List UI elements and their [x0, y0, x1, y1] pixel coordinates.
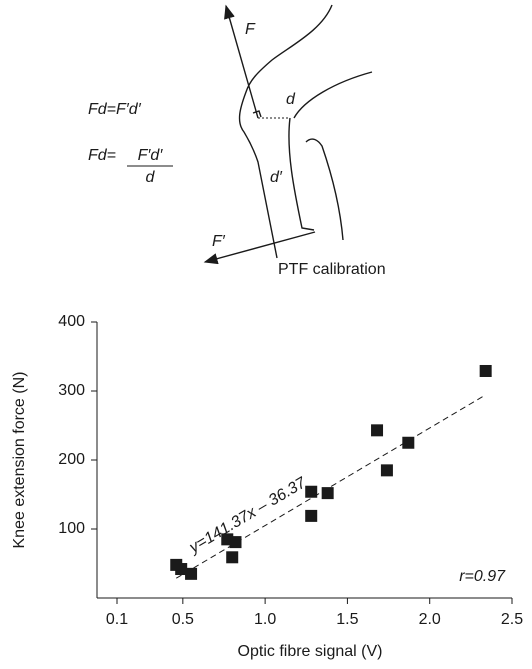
y-tick-label: 300	[58, 382, 85, 399]
x-tick-label: 2.5	[501, 611, 523, 628]
point	[479, 364, 492, 377]
caption: PTF calibration	[278, 261, 386, 278]
point	[321, 487, 334, 500]
point	[226, 551, 239, 564]
sensor-force-arrow	[203, 231, 316, 265]
shin-outline	[288, 117, 315, 231]
point	[371, 424, 384, 437]
annotation: r=0.97	[459, 568, 506, 585]
leg-outline	[238, 4, 333, 259]
y-tick-label: 400	[58, 313, 85, 330]
leg-diagram: F d d′ F′ PTF calibration Fd=F′d′ Fd= F′…	[88, 4, 386, 278]
force-arrow	[224, 4, 259, 119]
calf-outline	[305, 138, 344, 241]
equation-lhs: Fd=	[88, 147, 116, 164]
x-tick-label: 2.0	[419, 611, 441, 628]
point	[175, 563, 188, 576]
y-tick-label: 200	[58, 451, 85, 468]
x-tick-label: 0.5	[172, 611, 194, 628]
sensor-lever-label: d′	[270, 169, 283, 186]
lever-label: d	[286, 91, 296, 108]
sensor-force-label: F′	[212, 233, 226, 250]
fit-line	[175, 394, 486, 579]
equation: Fd=F′d′	[88, 101, 142, 118]
point	[229, 536, 242, 549]
thigh-outline	[293, 71, 373, 119]
x-tick-label: 1.5	[336, 611, 358, 628]
point	[305, 509, 318, 522]
y-axis-label: Knee extension force (N)	[11, 372, 28, 549]
point	[185, 567, 198, 580]
force-label: F	[245, 21, 256, 38]
point	[402, 436, 415, 449]
equation-denominator: d	[146, 169, 156, 186]
x-axis-label: Optic fibre signal (V)	[238, 643, 383, 660]
x-tick-label: 1.0	[254, 611, 276, 628]
right-angle	[252, 110, 262, 118]
x-tick-label: 0.1	[106, 611, 128, 628]
equation-numerator: F′d′	[138, 147, 164, 164]
fit-label: y=141.37x – 36.37	[186, 474, 310, 557]
y-tick-label: 100	[58, 520, 85, 537]
point	[380, 464, 393, 477]
point	[305, 485, 318, 498]
